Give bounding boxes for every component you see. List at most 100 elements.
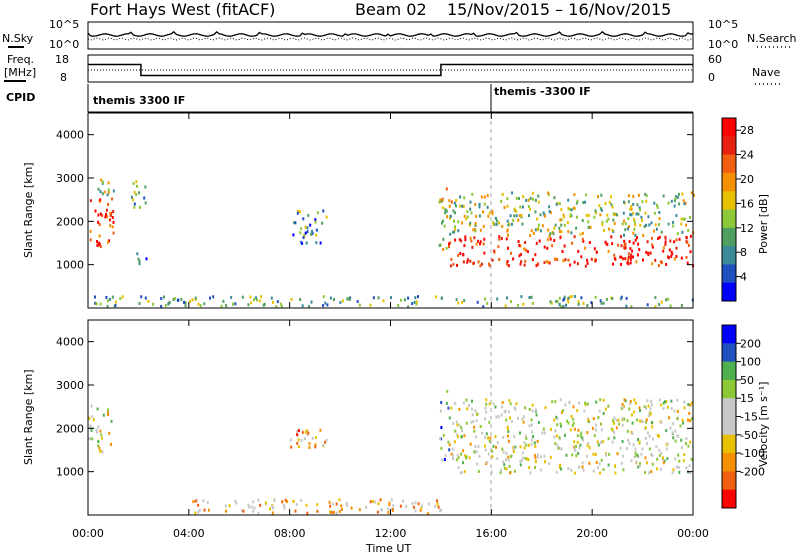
range-cell <box>589 225 592 229</box>
range-cell <box>512 449 515 453</box>
range-cell <box>613 222 616 225</box>
range-cell <box>414 501 417 505</box>
range-cell <box>645 194 648 198</box>
range-cell <box>639 409 641 413</box>
range-cell <box>454 429 457 433</box>
range-cell <box>594 452 597 456</box>
range-cell <box>442 237 445 241</box>
range-cell <box>241 509 244 512</box>
range-cell <box>648 434 651 438</box>
range-cell <box>469 207 472 211</box>
range-cell <box>630 459 633 463</box>
range-cell <box>599 471 602 475</box>
range-cell <box>496 297 499 301</box>
range-cell <box>198 508 201 512</box>
range-cell <box>315 233 318 237</box>
range-cell <box>491 212 494 216</box>
range-cell <box>114 300 117 304</box>
range-cell <box>537 421 540 424</box>
range-cell <box>531 258 534 261</box>
range-cell <box>328 500 331 504</box>
range-cell <box>478 454 481 458</box>
range-cell <box>641 447 644 451</box>
range-cell <box>98 234 101 238</box>
range-cell <box>460 426 463 429</box>
range-cell <box>194 511 197 515</box>
range-cell <box>377 502 380 506</box>
range-cell <box>487 436 489 440</box>
range-cell <box>440 296 443 300</box>
range-cell <box>558 226 561 230</box>
range-cell <box>296 429 299 433</box>
range-cell <box>522 302 525 306</box>
range-cell <box>450 200 453 204</box>
colorbar-swatch <box>722 343 736 363</box>
range-cell <box>263 302 266 306</box>
range-cell <box>575 226 578 230</box>
range-cell <box>498 258 501 261</box>
range-cell <box>476 462 479 466</box>
range-cell <box>89 437 92 441</box>
range-cell <box>577 428 580 432</box>
range-cell <box>554 223 557 227</box>
range-cell <box>462 252 465 256</box>
range-cell <box>283 506 286 510</box>
range-cell <box>585 454 588 458</box>
range-cell <box>621 423 624 427</box>
range-cell <box>308 442 311 446</box>
range-cell <box>689 234 692 238</box>
range-cell <box>104 215 107 219</box>
colorbar-swatch <box>722 398 736 417</box>
range-cell <box>448 448 451 452</box>
range-cell <box>469 236 472 240</box>
range-cell <box>112 210 115 213</box>
range-cell <box>488 402 491 406</box>
range-cell <box>572 417 575 421</box>
range-cell <box>531 403 534 407</box>
range-cell <box>600 458 603 462</box>
range-cell <box>507 439 510 443</box>
range-cell <box>338 510 341 513</box>
range-cell <box>610 203 613 207</box>
velocity-colorbar-label: Velocity [m s⁻¹] <box>757 382 770 467</box>
range-cell <box>473 429 476 433</box>
range-cell <box>551 400 554 404</box>
range-cell <box>535 413 538 417</box>
range-cell <box>624 246 627 250</box>
range-cell <box>350 506 353 510</box>
range-cell <box>638 464 641 468</box>
range-cell <box>575 215 578 219</box>
range-cell <box>456 263 458 267</box>
range-cell <box>341 508 343 511</box>
range-cell <box>88 437 91 441</box>
range-cell <box>411 302 414 306</box>
range-cell <box>449 232 452 236</box>
range-cell <box>650 453 653 457</box>
range-cell <box>439 436 441 440</box>
range-cell <box>560 230 563 234</box>
colorbar-swatch <box>722 136 736 156</box>
range-cell <box>249 295 252 299</box>
range-cell <box>99 302 102 306</box>
range-cell <box>530 442 533 446</box>
range-cell <box>180 297 183 301</box>
range-cell <box>448 416 451 420</box>
range-cell <box>220 304 223 308</box>
range-cell <box>480 195 483 199</box>
range-cell <box>462 461 464 465</box>
range-cell <box>614 471 617 475</box>
range-cell <box>557 446 560 450</box>
range-cell <box>517 240 520 243</box>
range-cell <box>309 223 312 227</box>
range-cell <box>271 511 274 515</box>
range-cell <box>461 204 464 208</box>
range-cell <box>526 250 529 254</box>
range-cell <box>439 198 442 202</box>
range-cell <box>629 399 632 403</box>
range-cell <box>519 460 522 464</box>
range-cell <box>290 445 293 449</box>
range-cell <box>455 204 457 208</box>
range-cell <box>308 446 311 449</box>
range-cell <box>137 257 140 261</box>
range-cell <box>563 244 566 248</box>
